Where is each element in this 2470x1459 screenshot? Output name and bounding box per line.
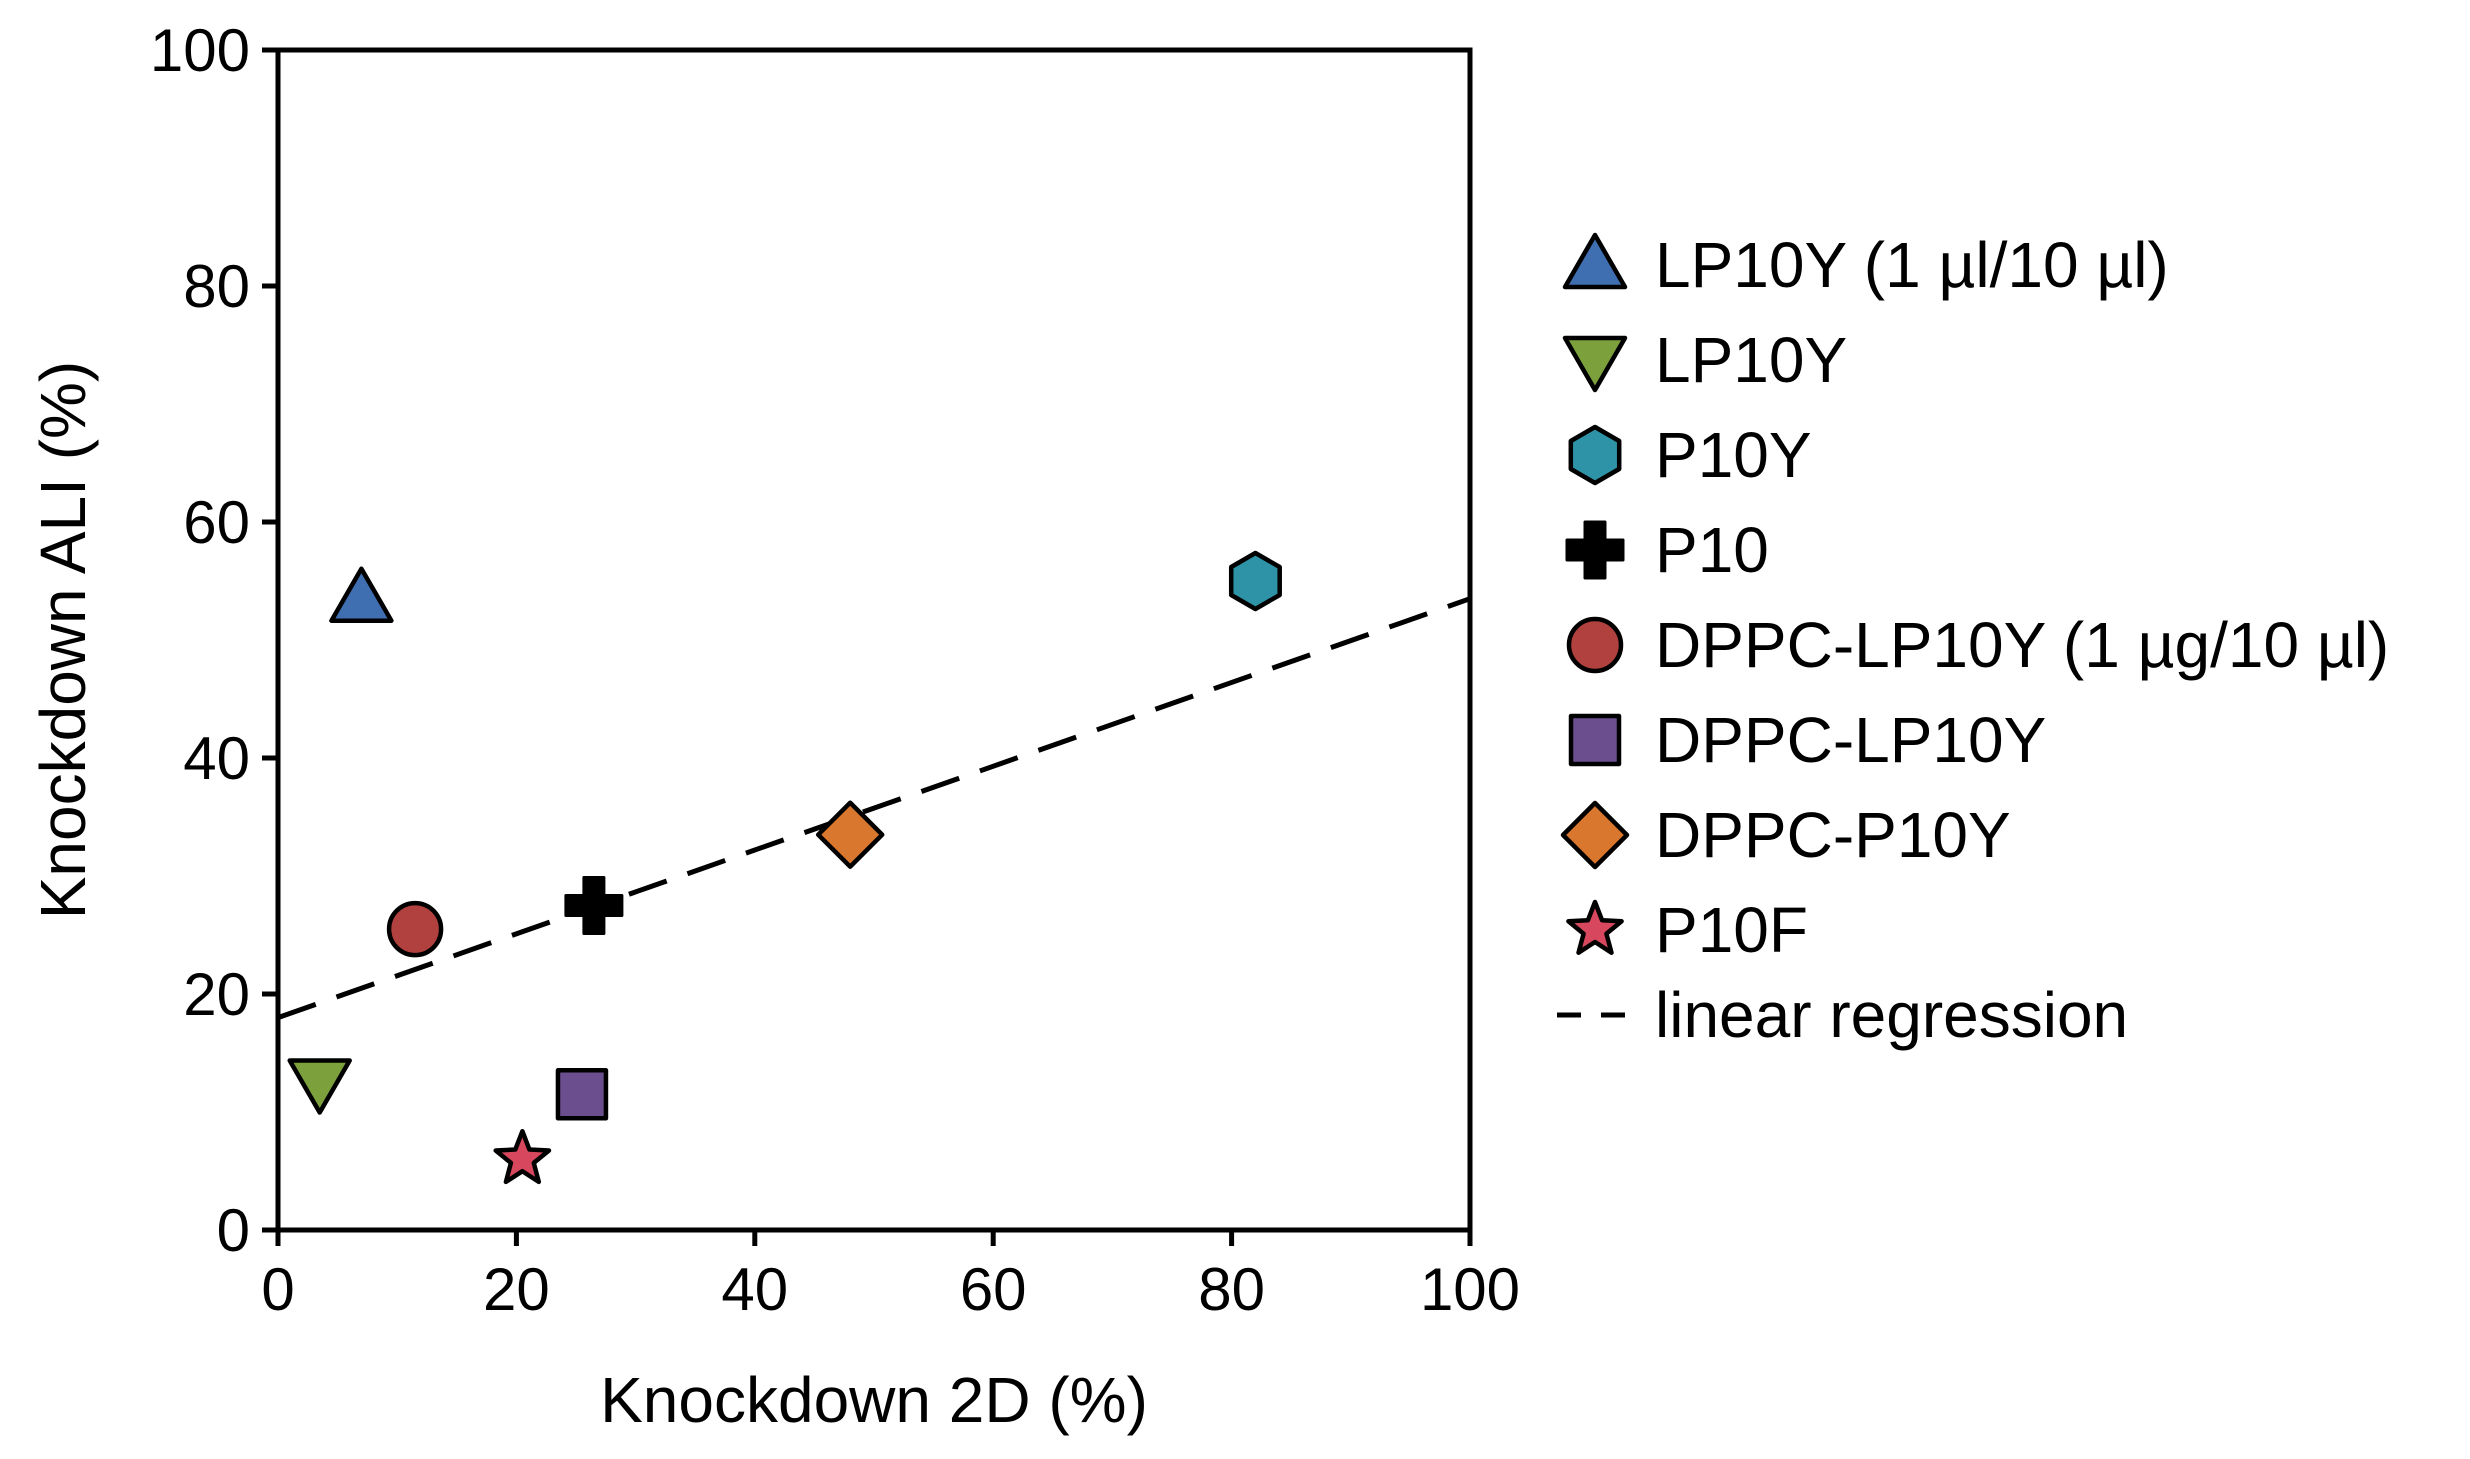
data-point <box>815 800 885 869</box>
data-point <box>555 1068 609 1121</box>
data-point <box>564 876 624 935</box>
legend-label: P10 <box>1655 514 1769 586</box>
legend-marker <box>1562 335 1628 393</box>
data-point <box>1228 550 1282 612</box>
legend-label: DPPC-LP10Y <box>1655 704 2046 776</box>
x-tick-label: 60 <box>960 1256 1027 1323</box>
regression-line <box>277 596 1471 1020</box>
legend-marker <box>1562 232 1628 290</box>
legend-marker <box>1568 424 1622 486</box>
x-tick-label: 20 <box>483 1256 550 1323</box>
y-tick-label: 40 <box>183 725 250 792</box>
data-point <box>386 900 444 958</box>
legend-label: P10Y <box>1655 419 1812 491</box>
y-tick-label: 0 <box>217 1197 250 1264</box>
y-tick-label: 20 <box>183 961 250 1028</box>
legend-label: linear regression <box>1655 979 2128 1051</box>
legend: LP10Y (1 µl/10 µl) LP10Y P10Y P10 DPPC-LP10Y… <box>1557 229 2389 1051</box>
x-tick-label: 100 <box>1420 1256 1520 1323</box>
legend-marker <box>1566 899 1624 955</box>
y-tick-label: 80 <box>183 253 250 320</box>
legend-marker <box>1565 520 1625 580</box>
x-tick-label: 0 <box>261 1256 294 1323</box>
x-tick-label: 40 <box>721 1256 788 1323</box>
data-point <box>493 1128 552 1185</box>
legend-marker <box>1560 800 1630 870</box>
legend-marker <box>1566 616 1624 674</box>
legend-label: P10F <box>1655 894 1808 966</box>
legend-label: LP10Y (1 µl/10 µl) <box>1655 229 2169 301</box>
legend-marker <box>1568 713 1622 767</box>
x-axis: 0 20 40 60 80 100 <box>261 1230 1520 1323</box>
legend-label: DPPC-P10Y <box>1655 799 2011 871</box>
y-tick-label: 100 <box>150 17 250 84</box>
data-point <box>329 566 394 623</box>
x-tick-label: 80 <box>1198 1256 1265 1323</box>
data-points <box>287 550 1282 1185</box>
y-tick-label: 60 <box>183 489 250 556</box>
regression-line-group <box>277 596 1471 1020</box>
x-axis-title: Knockdown 2D (%) <box>600 1364 1148 1436</box>
plot-frame <box>275 47 1473 1233</box>
y-axis: 0 20 40 60 80 100 <box>150 17 278 1264</box>
data-point <box>287 1058 352 1115</box>
y-axis-title: Knockdown ALI (%) <box>27 361 99 920</box>
legend-label: DPPC-LP10Y (1 µg/10 µl) <box>1655 609 2389 681</box>
legend-label: LP10Y <box>1655 324 1847 396</box>
